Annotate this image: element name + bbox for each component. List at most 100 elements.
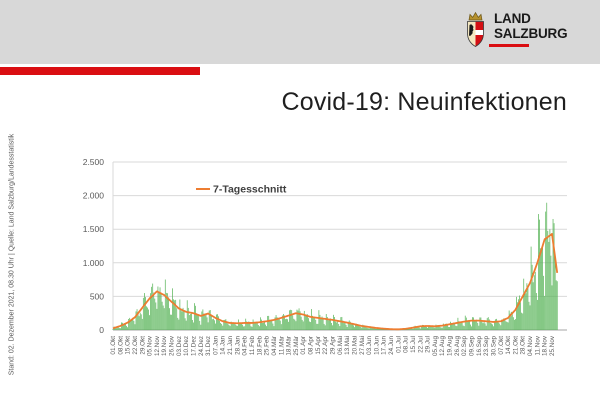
- daily-bar: [486, 318, 488, 330]
- daily-bar: [489, 322, 491, 330]
- daily-bar: [329, 318, 330, 330]
- daily-bar: [257, 325, 259, 330]
- daily-bar: [531, 264, 533, 330]
- daily-bar: [321, 316, 323, 330]
- page-title: Covid-19: Neuinfektionen: [281, 88, 567, 116]
- daily-bar: [469, 320, 470, 330]
- daily-bar: [511, 312, 513, 330]
- daily-bar: [534, 271, 536, 330]
- daily-bar: [180, 308, 182, 330]
- daily-bar: [147, 307, 148, 330]
- daily-bar: [302, 321, 304, 330]
- daily-bar: [485, 325, 487, 330]
- daily-bar: [442, 323, 444, 330]
- daily-bar: [123, 324, 124, 330]
- daily-bar: [284, 315, 285, 330]
- daily-bar: [223, 320, 225, 330]
- daily-bar: [211, 319, 213, 330]
- daily-bar: [546, 202, 548, 330]
- daily-bar: [325, 314, 327, 330]
- daily-bar: [334, 317, 335, 330]
- land-salzburg-logo: LAND SALZBURG: [462, 10, 592, 54]
- y-tick-label: 2.000: [83, 191, 105, 201]
- daily-bar: [157, 286, 159, 330]
- daily-bar: [272, 323, 274, 330]
- daily-bar: [433, 327, 435, 330]
- daily-bar: [233, 322, 235, 330]
- daily-bar: [167, 293, 168, 330]
- daily-bar: [497, 321, 498, 330]
- x-tick-label: 22.Okt: [132, 336, 139, 355]
- header-accent-bar: [0, 67, 200, 75]
- daily-bar: [460, 322, 462, 330]
- x-tick-label: 11.Nov: [534, 335, 541, 355]
- x-tick-label: 05.Nov: [147, 335, 154, 356]
- daily-bar: [487, 317, 489, 330]
- daily-bar: [362, 324, 364, 330]
- daily-bar: [446, 323, 447, 330]
- daily-bar: [275, 315, 277, 330]
- daily-bar: [150, 293, 151, 330]
- daily-bar: [542, 244, 543, 330]
- daily-bar: [214, 320, 215, 330]
- daily-bar: [533, 275, 535, 330]
- x-tick-label: 14.Jan: [220, 336, 227, 355]
- daily-bar: [253, 321, 255, 330]
- daily-bar: [476, 319, 478, 330]
- daily-bar: [158, 291, 160, 330]
- daily-bar: [209, 310, 211, 330]
- daily-bar: [502, 319, 504, 330]
- daily-bar: [132, 317, 134, 330]
- daily-bar: [206, 317, 208, 330]
- daily-bar: [425, 326, 426, 330]
- y-tick-label: 1.500: [83, 224, 105, 234]
- daily-bar: [280, 324, 282, 330]
- daily-bar: [409, 328, 411, 330]
- daily-bar: [153, 292, 155, 330]
- daily-bar: [169, 308, 170, 330]
- daily-bar: [509, 313, 511, 330]
- x-tick-label: 18.Nov: [542, 335, 549, 356]
- daily-bar: [271, 320, 273, 330]
- x-tick-label: 11.Feb: [249, 336, 256, 356]
- daily-bar: [313, 317, 315, 330]
- daily-bar: [538, 214, 539, 330]
- daily-bar: [333, 314, 334, 330]
- daily-bar: [295, 321, 297, 330]
- daily-bar: [548, 241, 550, 330]
- daily-bar: [193, 322, 194, 330]
- daily-bar: [378, 328, 379, 330]
- daily-bar: [535, 293, 537, 330]
- x-tick-label: 08.Apr: [308, 336, 315, 355]
- daily-bar: [477, 322, 479, 330]
- daily-bar: [229, 326, 231, 330]
- daily-bar: [519, 295, 520, 330]
- daily-bar: [358, 325, 359, 330]
- daily-bar: [556, 281, 558, 330]
- daily-bar: [184, 318, 186, 330]
- daily-bar: [263, 322, 264, 330]
- daily-bar: [237, 325, 238, 330]
- x-tick-label: 18.Feb: [256, 336, 263, 356]
- daily-bar: [252, 319, 254, 330]
- daily-bar: [415, 326, 417, 330]
- daily-bar: [498, 322, 500, 330]
- daily-bar: [537, 299, 538, 330]
- daily-bar: [244, 326, 246, 330]
- daily-bar: [466, 320, 468, 330]
- daily-bar: [412, 328, 414, 330]
- legend-label: 7-Tagesschnitt: [213, 184, 287, 196]
- daily-bar: [240, 322, 241, 330]
- daily-bar: [276, 317, 278, 330]
- daily-bar: [518, 299, 519, 330]
- daily-bar: [131, 319, 133, 330]
- daily-bar: [292, 315, 294, 330]
- daily-bar: [262, 323, 263, 330]
- daily-bar: [118, 327, 120, 330]
- daily-bar: [191, 313, 192, 330]
- daily-bar: [330, 318, 331, 330]
- daily-bar: [270, 321, 272, 330]
- daily-bar: [324, 325, 326, 330]
- daily-bar: [171, 314, 172, 330]
- daily-bar: [304, 316, 306, 330]
